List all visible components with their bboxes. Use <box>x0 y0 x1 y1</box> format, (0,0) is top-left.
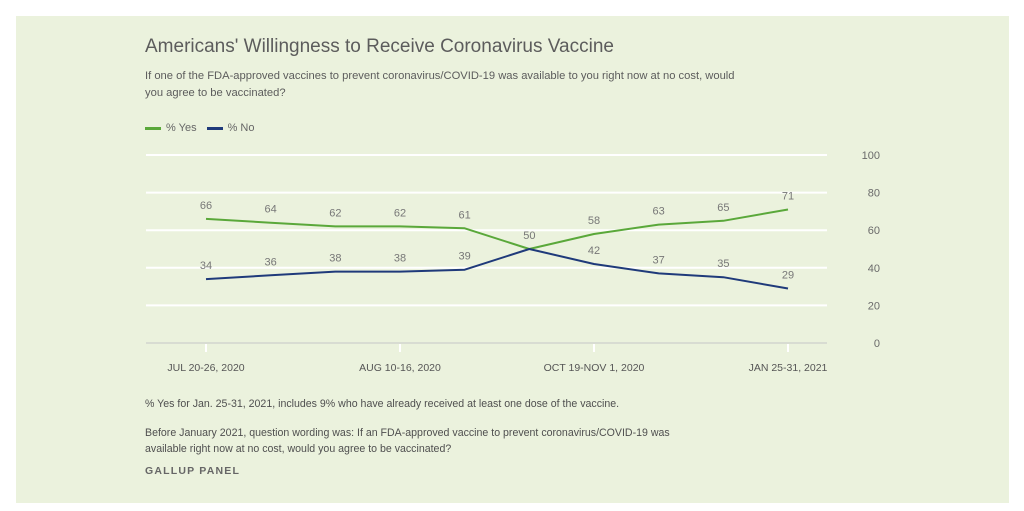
x-tick-label: AUG 10-16, 2020 <box>359 362 441 374</box>
legend-item-yes: % Yes <box>145 122 197 134</box>
footnote-question-wording: Before January 2021, question wording wa… <box>145 427 670 455</box>
data-label-no: 36 <box>265 256 277 268</box>
legend-label-yes: % Yes <box>166 122 197 134</box>
data-label-yes: 63 <box>653 206 665 218</box>
x-tick-label: OCT 19-NOV 1, 2020 <box>544 362 645 374</box>
source-label: GALLUP PANEL <box>145 465 241 477</box>
data-label-no: 37 <box>653 254 665 266</box>
x-tick-label: JUL 20-26, 2020 <box>167 362 244 374</box>
legend-item-no: % No <box>206 122 255 134</box>
data-label-yes: 61 <box>459 209 471 221</box>
y-tick-label: 0 <box>874 338 880 350</box>
data-label-yes: 66 <box>200 200 212 212</box>
y-tick-label: 80 <box>868 188 880 200</box>
data-label-no: 38 <box>329 253 341 265</box>
data-label-no: 35 <box>717 258 729 270</box>
data-label-yes: 62 <box>329 207 341 219</box>
chart-title: Americans' Willingness to Receive Corona… <box>145 36 614 57</box>
series-line-no <box>205 248 789 290</box>
data-label-yes: 58 <box>588 215 600 227</box>
data-label-yes: 65 <box>717 202 729 214</box>
x-tick-label: JAN 25-31, 2021 <box>749 362 828 374</box>
data-label-yes: 71 <box>782 191 794 203</box>
footnote-yes-definition: % Yes for Jan. 25-31, 2021, includes 9% … <box>145 398 620 410</box>
data-label-yes: 62 <box>394 207 406 219</box>
chart-subtitle: If one of the FDA-approved vaccines to p… <box>145 70 735 99</box>
y-tick-label: 100 <box>862 150 880 162</box>
legend-swatch-yes <box>145 126 161 130</box>
data-label-no: 39 <box>459 251 471 263</box>
y-tick-label: 20 <box>868 300 880 312</box>
legend: % Yes % No <box>145 122 255 134</box>
legend-swatch-no <box>206 126 223 130</box>
y-tick-label: 60 <box>868 225 880 237</box>
data-label-no: 34 <box>200 260 212 272</box>
data-label-no: 38 <box>394 253 406 265</box>
data-label-yes: 64 <box>265 204 277 216</box>
y-tick-label: 40 <box>868 263 880 275</box>
data-label-yes: 50 <box>523 230 535 242</box>
data-label-no: 42 <box>588 245 600 257</box>
legend-label-no: % No <box>227 122 255 134</box>
series-line-yes <box>205 208 789 250</box>
data-label-no: 29 <box>782 269 794 281</box>
chart-panel <box>16 16 1009 503</box>
